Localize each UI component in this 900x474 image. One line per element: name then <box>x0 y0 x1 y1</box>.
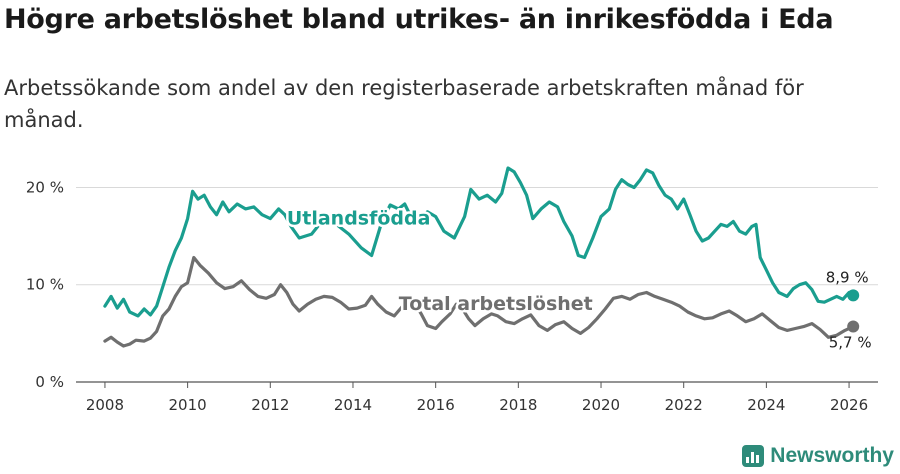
series-lines <box>103 166 860 348</box>
x-tick-label: 2026 <box>830 396 868 414</box>
x-tick-label: 2020 <box>582 396 620 414</box>
chart-subtitle: Arbetssökande som andel av den registerb… <box>4 76 804 132</box>
series-labels: 8,9 % Utlandsfödda 5,7 % Total arbetslöshet <box>284 205 872 352</box>
x-tick-label: 2012 <box>251 396 289 414</box>
x-axis-ticks: 2008 2010 2012 2014 2016 2018 2020 2022 2024 2026 <box>86 382 868 414</box>
y-gridlines <box>76 186 878 383</box>
x-tick-label: 2010 <box>169 396 207 414</box>
series-label-utlandsfodda: Utlandsfödda <box>287 207 431 229</box>
end-point-total-arbetsloshet <box>847 320 860 333</box>
newsworthy-logo-icon <box>742 445 765 467</box>
end-value-utlandsfodda: 8,9 % <box>826 268 869 286</box>
y-tick-label: 0 % <box>35 373 64 391</box>
x-tick-label: 2022 <box>665 396 703 414</box>
series-line-utlandsfodda <box>103 166 855 318</box>
x-tick-label: 2024 <box>747 396 785 414</box>
end-value-total-arbetsloshet: 5,7 % <box>829 334 872 352</box>
y-tick-label: 20 % <box>26 178 64 196</box>
y-axis-ticks: 0 % 10 % 20 % <box>26 178 64 391</box>
brand-name: Newsworthy <box>770 444 894 467</box>
x-tick-label: 2008 <box>86 396 124 414</box>
end-point-utlandsfodda <box>847 289 860 302</box>
x-tick-label: 2014 <box>334 396 372 414</box>
brand-logo: Newsworthy <box>742 444 894 468</box>
series-label-total-arbetsloshet: Total arbetslöshet <box>399 293 593 315</box>
page-title: Högre arbetslöshet bland utrikes- än inr… <box>4 4 834 35</box>
x-tick-label: 2016 <box>417 396 455 414</box>
y-tick-label: 10 % <box>26 276 64 294</box>
series-line-total-arbetsloshet <box>103 255 855 348</box>
x-tick-label: 2018 <box>499 396 537 414</box>
